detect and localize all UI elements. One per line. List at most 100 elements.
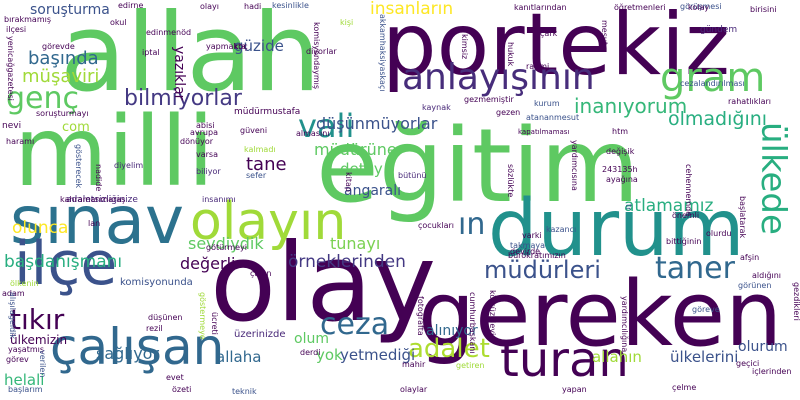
vword-kotcuzuleyi: kötçüzüleyi (488, 290, 497, 336)
word-yapan: önemli (672, 211, 700, 220)
word-onemli: takmaya (510, 241, 546, 250)
vword-verilen: verilen (38, 350, 47, 378)
word-durum: durum (488, 184, 745, 274)
word-gecici: getiren (456, 361, 485, 370)
word-insanimi: insanımı (202, 195, 236, 204)
vword-alisilageldik: alışılageldik (8, 292, 17, 340)
word-aliniyor: alınıyor (426, 323, 478, 339)
word-varki: kazancı (546, 225, 577, 234)
word-yapmakta: görevde (42, 42, 75, 51)
word-ulkede: ülkede (753, 122, 793, 235)
word-burokratimizin: devirde (510, 247, 541, 256)
word-gereken: gereken (418, 262, 783, 367)
word-basinda: başında (28, 48, 99, 69)
word-243135h: değişik (606, 147, 635, 156)
word-diyorlar: koç (234, 42, 248, 51)
word-donuyor: dönüyor (180, 137, 214, 146)
word-calisan: çalışan (50, 318, 225, 376)
word-kanitlarindan: kanıtlarından (514, 3, 567, 12)
word-komisyonunda: komisyonunda (120, 277, 193, 288)
word-iclerinden: geçici (736, 359, 760, 368)
word-gezen: gezen (496, 108, 521, 117)
word-musaviri: müşaviri (22, 66, 100, 87)
word-gundem: gündem (700, 25, 738, 35)
word-olaylar: içlerinden (752, 367, 792, 376)
vword-kimsiz: kimsiz (460, 34, 469, 60)
word-gorev: göreve (692, 305, 720, 314)
word-dusunen: teknik (232, 387, 257, 396)
word-nevi: haramı (6, 137, 35, 146)
word-sinav: sınav (10, 182, 185, 259)
vword-cehennemde: cehennemde (684, 164, 693, 217)
word-kesinlikle: kesinlikle (272, 1, 309, 10)
word-adalet: adalet (408, 334, 490, 364)
word-vali: vali (298, 107, 355, 145)
word-kaynak: kaynak (422, 103, 451, 112)
word-kolay: kolay (688, 3, 710, 12)
vword-yardimciligina: yardımcılığına (620, 296, 629, 353)
word-gorevde: okul (110, 18, 127, 27)
word-goturmeyi: yaşatmış (8, 345, 45, 354)
word-ulkelerini: ülkelerini (670, 348, 739, 366)
word-avrupa: avrupa (190, 128, 218, 137)
word-bittiginin: olurdu (706, 229, 732, 238)
vword-gosterecek: gösterecek (74, 144, 83, 189)
word-rahatliklari: rahatlıkları (728, 97, 772, 106)
vword-mesut: mesut (600, 20, 609, 46)
word-biliyor: biliyor (196, 167, 221, 176)
word-atananmesut: atananmesut (526, 113, 580, 122)
word-turan: turan (500, 332, 629, 388)
word-goreve: çelme (672, 383, 697, 392)
vword-komisyondaymis: komisyondaymış (312, 22, 321, 90)
word-com: com (62, 120, 90, 135)
word-olmadigini: olmadığını (668, 108, 768, 130)
word-gorunen: aldığını (752, 271, 782, 280)
word-orneklerinden: örneklerinden (288, 252, 406, 272)
word-yok: yok (316, 346, 343, 364)
word-getiren: soruşturmayı (36, 109, 89, 118)
word-olayi: olayı (200, 2, 219, 11)
word-egitim: eğitim (316, 107, 640, 226)
word-kazanci: ayağına (606, 175, 638, 184)
vword-tr: tr (624, 204, 633, 211)
word-adam: lan (88, 219, 101, 228)
word-detay: detay (340, 160, 383, 178)
word-degisik: sefer (246, 171, 267, 180)
vword-ucreti: ücreti (210, 312, 219, 335)
word-allah: allah (60, 0, 321, 116)
word-uzerinizde: üzerinizde (234, 329, 286, 340)
word-mudurmustafa: müdürmustafa (234, 107, 301, 117)
word-kurum: kurum (534, 99, 560, 108)
word-helali: helali (4, 371, 45, 389)
word-calan: ölkenin (10, 279, 39, 288)
word-ogretmenleri: öğretmenleri (614, 3, 666, 12)
word-diyelim: diyelim (114, 161, 144, 170)
word-taner: taner (655, 251, 735, 286)
word-dusunmuyorlar: düşünmüyorlar (316, 114, 438, 133)
word-guzide: güzide (234, 37, 284, 55)
word-sorusturma: soruşturma (30, 2, 110, 18)
word-in: ın (458, 207, 486, 242)
word-sorusturmayi: nevi (2, 121, 22, 131)
word-inaniyorum: inanıyorum (574, 94, 688, 118)
vword-akkamhaksiyaskaci: akkamhaksiyaskaçı (378, 14, 387, 92)
word-kahramanmaras: çalan (250, 269, 272, 278)
word-evet: derdi (300, 348, 321, 357)
word-adaletsizliginize: adaletsizliğinize (66, 195, 138, 205)
word-allahin: allahın (592, 348, 642, 366)
word-angarali: angaralı (344, 183, 402, 199)
word-okul: iptal (142, 48, 160, 57)
word-abisi: kalmadı (244, 145, 276, 154)
word-almasini: güveni (240, 126, 268, 135)
word-anlayisinin: anlayışının (402, 57, 595, 98)
word-tane: tane (246, 154, 287, 175)
word-olayin: olayın (190, 192, 347, 252)
word-olurdu: varki (522, 231, 542, 240)
vword-yenicaggazetesi: yenicağgazetesi (6, 36, 15, 101)
word-gram: gram (660, 55, 766, 101)
word-olunca: olunca (12, 218, 69, 238)
word-ilcesi: bırakmamış (4, 15, 52, 24)
word-birakmamis: olaylar (400, 385, 428, 394)
word-olum: olum (294, 331, 329, 347)
